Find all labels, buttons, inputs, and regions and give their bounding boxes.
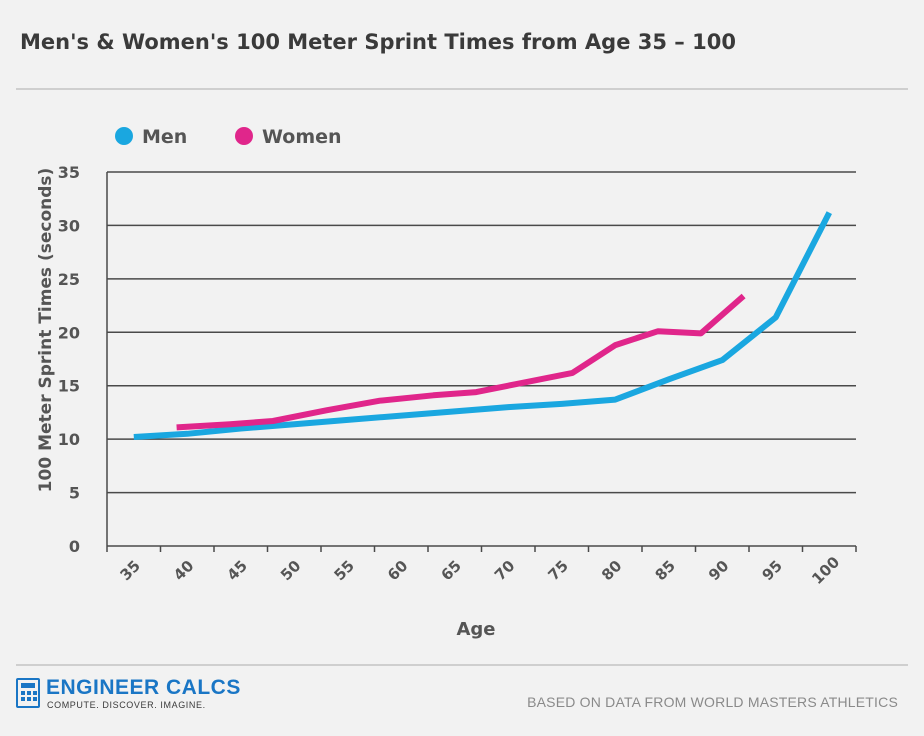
x-tick-label: 100 <box>808 553 843 588</box>
chart-title: Men's & Women's 100 Meter Sprint Times f… <box>20 30 736 54</box>
legend-label-men: Men <box>142 126 187 148</box>
y-tick-labels: 0 5 10 15 20 25 30 35 <box>58 163 80 556</box>
y-tick-label: 30 <box>58 216 80 235</box>
series-line-men <box>133 211 832 440</box>
y-tick-label: 10 <box>58 430 80 449</box>
series-lines <box>133 211 832 440</box>
x-tick-label: 60 <box>384 557 411 584</box>
x-tick-label: 90 <box>705 557 732 584</box>
x-tick-label: 45 <box>223 557 250 584</box>
calculator-icon <box>16 678 40 708</box>
source-note: BASED ON DATA FROM WORLD MASTERS ATHLETI… <box>527 694 898 710</box>
y-tick-label: 35 <box>58 163 80 182</box>
logo-name: ENGINEER CALCS <box>46 676 241 699</box>
axes <box>106 172 857 552</box>
x-tick-label: 50 <box>277 557 304 584</box>
y-tick-label: 25 <box>58 270 80 289</box>
y-tick-label: 20 <box>58 323 80 342</box>
x-tick-label: 55 <box>330 557 357 584</box>
y-tick-label: 0 <box>69 537 80 556</box>
footer-divider <box>16 664 908 666</box>
legend-label-women: Women <box>262 126 342 148</box>
legend: Men Women <box>115 126 342 148</box>
x-axis-label: Age <box>456 619 495 640</box>
line-chart: 0 5 10 15 20 25 30 35 35 40 45 50 55 60 65 70 75 80 85 90 9… <box>36 126 857 640</box>
x-tick-label: 70 <box>491 557 518 584</box>
series-line-women <box>176 293 746 431</box>
legend-marker-women <box>235 127 253 145</box>
x-tick-label: 65 <box>437 557 464 584</box>
logo-tagline: COMPUTE. DISCOVER. IMAGINE. <box>47 700 206 710</box>
x-tick-label: 35 <box>116 557 143 584</box>
engineer-calcs-logo: ENGINEER CALCS COMPUTE. DISCOVER. IMAGIN… <box>16 676 240 716</box>
y-tick-label: 5 <box>69 484 80 503</box>
x-tick-label: 95 <box>758 557 785 584</box>
x-tick-label: 75 <box>544 557 571 584</box>
title-divider <box>16 88 908 90</box>
legend-marker-men <box>115 127 133 145</box>
x-tick-label: 80 <box>598 557 625 584</box>
x-tick-label: 85 <box>651 557 678 584</box>
x-tick-label: 40 <box>170 557 197 584</box>
x-tick-labels: 35 40 45 50 55 60 65 70 75 80 85 90 95 100 <box>116 553 843 588</box>
y-axis-label: 100 Meter Sprint Times (seconds) <box>36 168 56 493</box>
gridlines <box>107 171 856 494</box>
y-tick-label: 15 <box>58 377 80 396</box>
